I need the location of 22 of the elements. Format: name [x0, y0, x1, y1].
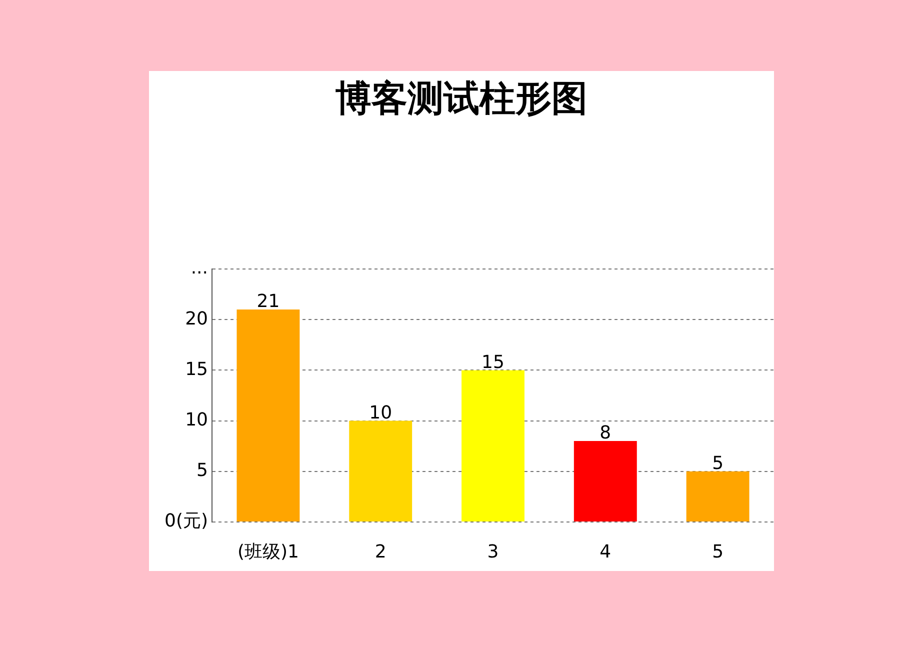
bar	[462, 370, 524, 522]
data-label: 8	[600, 422, 612, 444]
x-tick-label: 4	[600, 541, 612, 562]
data-label: 15	[482, 352, 504, 373]
bar	[236, 309, 300, 522]
bar	[574, 441, 637, 522]
y-tick-label: 15	[185, 358, 208, 380]
y-tick-label: 0(元)	[164, 510, 208, 532]
x-tick-label: 5	[712, 541, 724, 562]
y-tick-label: 20	[185, 308, 208, 330]
bar	[686, 471, 750, 522]
y-tick-label: 10	[185, 409, 208, 430]
chart-title: 博客测试柱形图	[336, 78, 588, 120]
x-tick-label: 3	[487, 541, 499, 562]
data-label: 21	[256, 291, 280, 312]
data-label: 5	[712, 453, 724, 474]
data-label: 10	[369, 402, 392, 424]
bar	[349, 420, 412, 522]
y-tick-label: ...	[190, 258, 208, 279]
x-tick-label: 2	[374, 541, 386, 562]
x-tick-label: (班级)1	[237, 541, 299, 562]
y-tick-label: 5	[196, 460, 208, 482]
